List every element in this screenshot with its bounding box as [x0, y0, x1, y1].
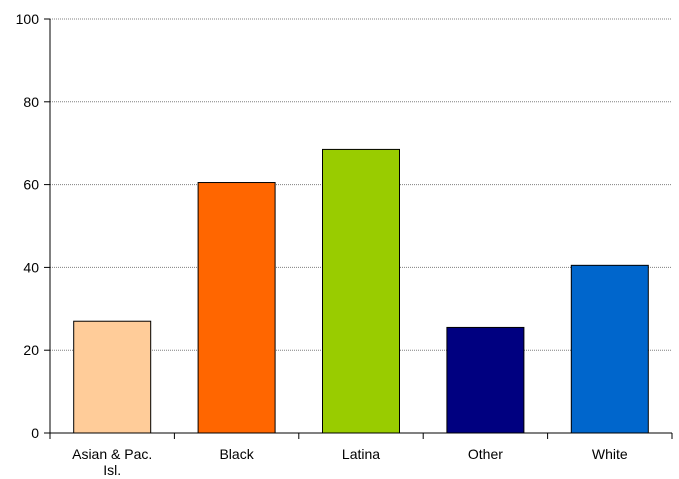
x-tick-label: Asian & Pac. Isl. — [72, 446, 152, 478]
x-tick-label: Other — [468, 446, 503, 462]
bar-other — [446, 326, 525, 434]
y-tick-label: 60 — [23, 177, 39, 193]
axes — [44, 18, 673, 439]
y-tick-label: 80 — [23, 94, 39, 110]
x-tick-label: Black — [219, 446, 254, 462]
x-tick-label: White — [592, 446, 628, 462]
y-tick-label: 100 — [16, 11, 40, 27]
bar-black — [197, 182, 276, 434]
bar-asian-pac-isl — [73, 320, 152, 434]
y-tick-label: 20 — [23, 342, 39, 358]
bar-latina — [322, 148, 400, 434]
labels: 0 20 40 60 80 100 Asian & Pac. Isl. Black Latina O… — [16, 11, 628, 478]
y-tick-label: 0 — [31, 425, 39, 441]
bar-white — [570, 264, 649, 434]
bars — [73, 148, 649, 434]
y-tick-label: 40 — [23, 259, 39, 275]
x-tick-label: Latina — [342, 446, 380, 462]
